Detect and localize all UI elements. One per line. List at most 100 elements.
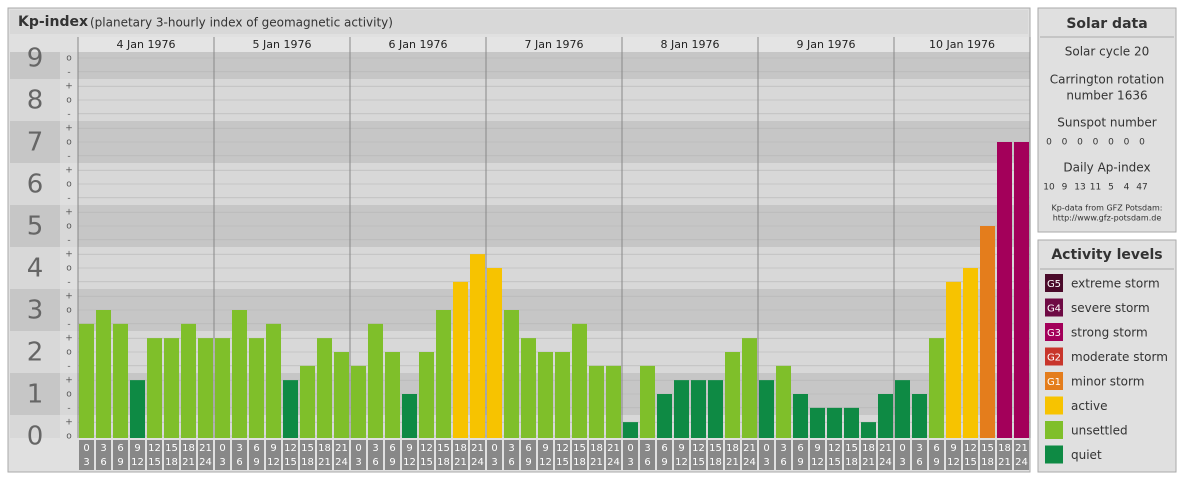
slot-label: 15 — [148, 457, 161, 468]
bar — [912, 394, 927, 438]
legend-label: quiet — [1071, 448, 1102, 462]
slot-label: 3 — [219, 457, 225, 468]
slot-label: 15 — [573, 443, 586, 454]
bar — [249, 338, 264, 438]
slot-cell — [113, 440, 128, 470]
bar — [300, 365, 315, 438]
slot-cell — [844, 440, 859, 470]
bar — [878, 394, 893, 438]
legend-swatch — [1045, 421, 1063, 439]
day-label: 8 Jan 1976 — [661, 38, 720, 51]
sunspot-value: 0 — [1124, 138, 1130, 148]
minor-tick-label: + — [65, 334, 73, 344]
bar — [980, 226, 995, 438]
slot-cell — [640, 440, 655, 470]
slot-label: 9 — [270, 443, 276, 454]
legend-swatch — [1045, 298, 1063, 317]
slot-cell — [470, 440, 485, 470]
slot-label: 12 — [284, 443, 297, 454]
slot-label: 6 — [508, 457, 514, 468]
slot-label: 3 — [83, 457, 89, 468]
sunspot-value: 0 — [1093, 138, 1099, 148]
slot-label: 3 — [644, 443, 650, 454]
slot-label: 18 — [165, 457, 178, 468]
slot-label: 9 — [134, 443, 140, 454]
slot-label: 9 — [525, 457, 531, 468]
bar — [606, 365, 621, 438]
bar — [504, 310, 519, 438]
slot-label: 21 — [318, 457, 331, 468]
legend-swatch — [1045, 372, 1063, 390]
slot-label: 0 — [899, 443, 905, 454]
minor-tick-label: - — [67, 235, 70, 245]
bar — [402, 394, 417, 438]
minor-tick-label: + — [65, 82, 73, 92]
slot-label: 24 — [471, 457, 484, 468]
slot-cell — [623, 440, 638, 470]
slot-label: 24 — [335, 457, 348, 468]
legend-swatch — [1045, 396, 1063, 415]
chart-title: Kp-index — [18, 14, 88, 30]
bar — [130, 380, 145, 438]
bar — [147, 338, 162, 438]
minor-tick-label: - — [67, 67, 70, 77]
slot-cell — [691, 440, 706, 470]
slot-label: 21 — [199, 443, 212, 454]
minor-tick-label: + — [65, 292, 73, 302]
minor-tick-label: + — [65, 418, 73, 428]
legend-swatch — [1045, 323, 1063, 341]
slot-label: 12 — [148, 443, 161, 454]
slot-cell — [351, 440, 366, 470]
slot-label: 6 — [780, 457, 786, 468]
slot-label: 6 — [933, 443, 939, 454]
slot-label: 21 — [607, 443, 620, 454]
slot-cell — [130, 440, 145, 470]
bar — [419, 352, 434, 438]
slot-label: 12 — [811, 457, 824, 468]
bar — [215, 338, 230, 438]
bar — [810, 407, 825, 438]
legend-label: moderate storm — [1071, 350, 1168, 364]
slot-label: 21 — [182, 457, 195, 468]
slot-label: 12 — [964, 443, 977, 454]
y-tick-label: 3 — [27, 296, 44, 326]
slot-label: 6 — [525, 443, 531, 454]
legend-badge: G5 — [1047, 279, 1061, 290]
day-header — [78, 37, 1030, 52]
slot-label: 21 — [1015, 443, 1028, 454]
slot-label: 21 — [743, 443, 756, 454]
slot-label: 9 — [117, 457, 123, 468]
y-tick-label: 5 — [27, 212, 44, 242]
slot-label: 15 — [165, 443, 178, 454]
slot-label: 18 — [301, 457, 314, 468]
y-tick-label: 7 — [27, 128, 44, 158]
slot-cell — [810, 440, 825, 470]
slot-label: 6 — [916, 457, 922, 468]
y-tick-label: 1 — [27, 380, 44, 410]
slot-cell — [589, 440, 604, 470]
slot-cell — [827, 440, 842, 470]
slot-cell — [317, 440, 332, 470]
slot-label: 3 — [508, 443, 514, 454]
minor-tick-label: - — [67, 403, 70, 413]
slot-cell — [521, 440, 536, 470]
slot-cell — [266, 440, 281, 470]
slot-label: 9 — [933, 457, 939, 468]
bar — [827, 407, 842, 438]
slot-label: 3 — [899, 457, 905, 468]
slot-cell — [368, 440, 383, 470]
slot-label: 15 — [964, 457, 977, 468]
slot-label: 9 — [950, 443, 956, 454]
legend-badge: G4 — [1047, 304, 1061, 315]
minor-tick-label: o — [66, 432, 72, 442]
slot-label: 18 — [726, 443, 739, 454]
slot-label: 15 — [845, 443, 858, 454]
bar — [657, 394, 672, 438]
bar — [844, 407, 859, 438]
slot-label: 6 — [100, 457, 106, 468]
slot-cell — [572, 440, 587, 470]
slot-cell — [300, 440, 315, 470]
legend-swatch — [1045, 274, 1063, 292]
day-label: 10 Jan 1976 — [929, 38, 995, 51]
